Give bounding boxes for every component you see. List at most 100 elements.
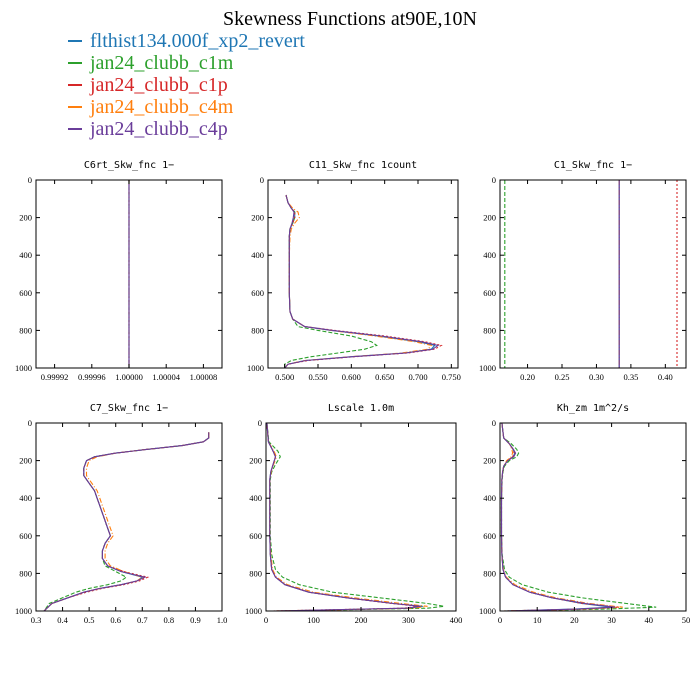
legend-label: jan24_clubb_c4p (90, 118, 228, 140)
series-line (43, 432, 210, 612)
plot-frame (35, 422, 223, 612)
legend: flthist134.000f_xp2_revert jan24_clubb_c… (68, 30, 305, 140)
x-tick-label: 30 (607, 615, 616, 625)
y-tick-label: 1000 (15, 363, 32, 373)
x-tick-label: 300 (402, 615, 415, 625)
y-tick-label: 0 (258, 418, 262, 428)
x-tick-label: 0 (264, 615, 268, 625)
series-line (43, 432, 210, 612)
y-tick-label: 800 (249, 568, 262, 578)
x-tick-label: 1.0 (217, 615, 228, 625)
y-tick-label: 400 (19, 250, 32, 260)
y-tick-label: 200 (19, 456, 32, 466)
x-tick-label: 0.9 (190, 615, 201, 625)
plot-frame (499, 179, 687, 369)
x-tick-label: 0.500 (275, 372, 294, 382)
x-tick-label: 0.650 (375, 372, 394, 382)
series-line (500, 422, 616, 612)
y-tick-label: 800 (19, 568, 32, 578)
y-tick-label: 0 (492, 418, 496, 428)
y-tick-label: 1000 (245, 606, 262, 616)
panel-title: C6rt_Skw_fnc 1− (84, 160, 174, 171)
chart-panel: C6rt_Skw_fnc 1− 0 200 400 600 800 1000 0.99992 0… (15, 160, 223, 382)
x-tick-label: 1.00008 (190, 372, 218, 382)
legend-label: flthist134.000f_xp2_revert (90, 30, 305, 52)
series-line (284, 194, 378, 368)
y-tick-label: 400 (483, 250, 496, 260)
y-tick-label: 200 (19, 213, 32, 223)
y-tick-label: 200 (483, 456, 496, 466)
y-tick-label: 1000 (479, 363, 496, 373)
series-line (500, 422, 657, 612)
legend-swatch (68, 84, 82, 86)
legend-swatch (68, 62, 82, 64)
series-line (266, 422, 419, 612)
y-tick-label: 800 (19, 325, 32, 335)
y-tick-label: 1000 (15, 606, 32, 616)
plot-frame (499, 422, 687, 612)
y-tick-label: 200 (483, 213, 496, 223)
y-tick-label: 200 (249, 456, 262, 466)
panel-title: C11_Skw_fnc 1count (309, 160, 417, 171)
x-tick-label: 0.750 (442, 372, 461, 382)
legend-label: jan24_clubb_c4m (90, 96, 234, 118)
y-tick-label: 600 (251, 288, 264, 298)
x-tick-label: 0.99992 (41, 372, 69, 382)
chart-panel: C11_Skw_fnc 1count 0 200 400 600 800 1000 0.500… (247, 160, 461, 382)
y-tick-label: 0 (28, 418, 32, 428)
x-tick-label: 200 (355, 615, 368, 625)
panel-title: C1_Skw_fnc 1− (554, 160, 632, 171)
legend-swatch (68, 106, 82, 108)
x-tick-label: 0.25 (555, 372, 570, 382)
y-tick-label: 800 (483, 568, 496, 578)
series-line (43, 432, 210, 612)
x-tick-label: 0.99996 (78, 372, 106, 382)
x-tick-label: 0.700 (408, 372, 427, 382)
series-line (284, 194, 440, 369)
x-tick-label: 0.40 (658, 372, 673, 382)
x-tick-label: 0.5 (84, 615, 95, 625)
y-tick-label: 400 (483, 493, 496, 503)
y-tick-label: 800 (251, 325, 264, 335)
y-tick-label: 600 (249, 531, 262, 541)
plot-frame (267, 179, 459, 369)
series-line (266, 422, 428, 612)
y-tick-label: 800 (483, 325, 496, 335)
y-tick-label: 0 (28, 175, 32, 185)
legend-label: jan24_clubb_c1m (90, 52, 234, 74)
series-line (284, 194, 433, 369)
x-tick-label: 40 (645, 615, 654, 625)
x-tick-label: 0.20 (520, 372, 535, 382)
series-line (43, 432, 210, 612)
panel-title: C7_Skw_fnc 1− (90, 403, 168, 414)
x-tick-label: 10 (533, 615, 542, 625)
panel-title: Lscale 1.0m (328, 403, 394, 414)
x-tick-label: 0.30 (589, 372, 604, 382)
y-tick-label: 600 (483, 288, 496, 298)
legend-entry: jan24_clubb_c1p (68, 74, 305, 96)
x-tick-label: 100 (307, 615, 320, 625)
y-tick-label: 600 (19, 288, 32, 298)
legend-label: jan24_clubb_c1p (90, 74, 228, 96)
x-tick-label: 20 (570, 615, 579, 625)
legend-entry: flthist134.000f_xp2_revert (68, 30, 305, 52)
series-line (266, 422, 421, 612)
y-tick-label: 0 (492, 175, 496, 185)
series-line (500, 422, 612, 612)
y-tick-label: 400 (249, 493, 262, 503)
legend-entry: jan24_clubb_c1m (68, 52, 305, 74)
y-tick-label: 600 (19, 531, 32, 541)
x-tick-label: 0.8 (164, 615, 175, 625)
legend-swatch (68, 128, 82, 130)
x-tick-label: 0.35 (623, 372, 638, 382)
series-line (266, 422, 423, 612)
y-tick-label: 600 (483, 531, 496, 541)
x-tick-label: 1.00000 (115, 372, 143, 382)
y-tick-label: 1000 (247, 363, 264, 373)
legend-swatch (68, 40, 82, 42)
x-tick-label: 0.6 (110, 615, 121, 625)
x-tick-label: 0.7 (137, 615, 148, 625)
